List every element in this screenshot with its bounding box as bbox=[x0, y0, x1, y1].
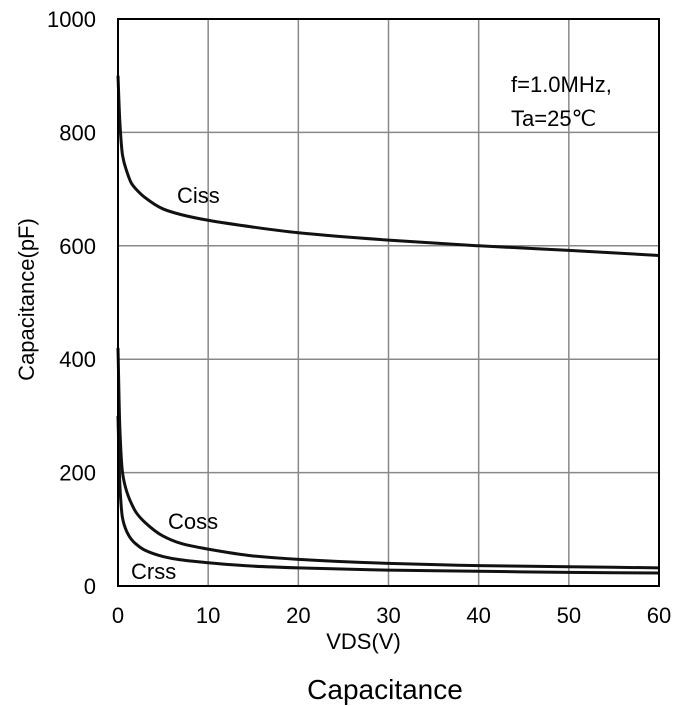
y-tick-label: 0 bbox=[84, 574, 96, 599]
coss-label: Coss bbox=[168, 509, 218, 534]
plot-frame bbox=[117, 18, 660, 587]
grid-lines bbox=[118, 19, 659, 586]
series-curves bbox=[116, 75, 660, 575]
x-tick-label: 0 bbox=[112, 603, 124, 628]
y-tick-label: 600 bbox=[59, 234, 96, 259]
y-axis-label: Capacitance(pF) bbox=[14, 218, 39, 381]
crss-label: Crss bbox=[131, 559, 176, 584]
crss-curve bbox=[116, 415, 660, 575]
series-labels: Ciss Coss Crss bbox=[131, 183, 220, 584]
y-tick-labels: 0 200 400 600 800 1000 bbox=[47, 7, 96, 599]
x-axis-label: VDS(V) bbox=[326, 629, 401, 654]
y-tick-label: 200 bbox=[59, 461, 96, 486]
x-tick-label: 60 bbox=[647, 603, 671, 628]
y-tick-label: 400 bbox=[59, 347, 96, 372]
x-tick-label: 30 bbox=[376, 603, 400, 628]
y-tick-label: 1000 bbox=[47, 7, 96, 32]
ciss-label: Ciss bbox=[177, 183, 220, 208]
frequency-annotation: f=1.0MHz, bbox=[511, 72, 612, 97]
coss-curve bbox=[116, 347, 660, 570]
x-tick-label: 10 bbox=[196, 603, 220, 628]
x-tick-label: 20 bbox=[286, 603, 310, 628]
y-tick-label: 800 bbox=[59, 120, 96, 145]
x-tick-label: 50 bbox=[557, 603, 581, 628]
x-tick-label: 40 bbox=[466, 603, 490, 628]
ciss-curve bbox=[116, 75, 660, 257]
chart-title: Capacitance bbox=[307, 674, 463, 705]
x-tick-labels: 0 10 20 30 40 50 60 bbox=[112, 603, 671, 628]
temperature-annotation: Ta=25℃ bbox=[511, 106, 596, 131]
